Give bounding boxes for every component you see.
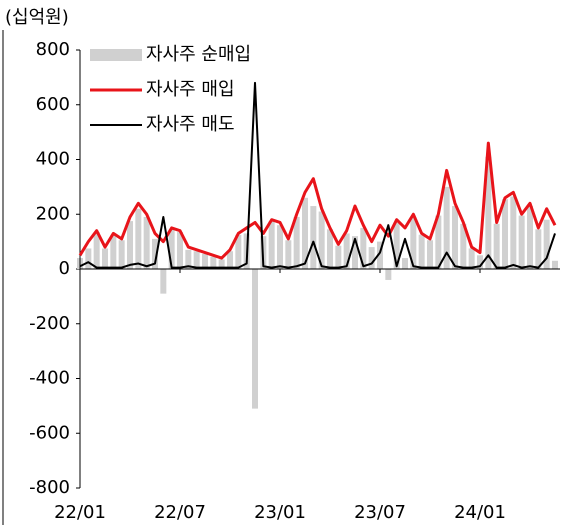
bar bbox=[85, 248, 92, 269]
bar bbox=[252, 269, 258, 409]
bar bbox=[93, 232, 100, 269]
bar bbox=[410, 216, 417, 269]
x-tick-label: 23/07 bbox=[354, 502, 406, 523]
bar bbox=[402, 258, 408, 269]
bar bbox=[443, 186, 450, 269]
bar bbox=[352, 236, 358, 269]
legend-swatch bbox=[90, 49, 142, 61]
bar bbox=[510, 196, 517, 269]
bar bbox=[368, 247, 375, 269]
y-tick-label: 800 bbox=[36, 39, 70, 60]
bar bbox=[152, 238, 158, 269]
bar bbox=[502, 199, 508, 269]
bar bbox=[418, 234, 425, 269]
bar bbox=[127, 221, 133, 269]
legend-label: 자사주 매도 bbox=[146, 114, 235, 135]
bar bbox=[527, 206, 533, 269]
bar bbox=[427, 240, 433, 269]
bar bbox=[293, 216, 300, 269]
bar bbox=[460, 223, 467, 269]
bar bbox=[468, 248, 475, 269]
bar bbox=[168, 229, 175, 269]
bar bbox=[160, 269, 167, 294]
unit-label: (십억원) bbox=[5, 7, 69, 28]
y-tick-label: -400 bbox=[29, 368, 70, 389]
bar bbox=[135, 208, 142, 269]
bar bbox=[435, 215, 442, 269]
x-tick-label: 24/01 bbox=[454, 502, 506, 523]
y-tick-label: -800 bbox=[29, 477, 70, 498]
y-tick-label: 200 bbox=[36, 203, 70, 224]
legend-label: 자사주 매입 bbox=[146, 79, 235, 100]
y-tick-label: 400 bbox=[36, 149, 70, 170]
bar bbox=[202, 253, 208, 269]
y-tick-label: 600 bbox=[36, 94, 70, 115]
bar bbox=[310, 206, 317, 269]
bar bbox=[343, 233, 350, 269]
bar bbox=[493, 223, 500, 269]
bar bbox=[235, 234, 242, 269]
bar bbox=[268, 221, 275, 269]
bar bbox=[110, 234, 117, 269]
bar bbox=[543, 219, 550, 269]
y-tick-label: -600 bbox=[29, 422, 70, 443]
bar bbox=[210, 256, 217, 269]
x-tick-label: 22/07 bbox=[154, 502, 206, 523]
bar bbox=[360, 227, 367, 269]
bar bbox=[452, 206, 458, 269]
y-tick-label: -200 bbox=[29, 313, 70, 334]
bar bbox=[102, 248, 108, 269]
bar bbox=[143, 216, 150, 269]
bar bbox=[335, 245, 342, 269]
bar bbox=[177, 232, 183, 269]
bar bbox=[227, 251, 233, 269]
bar bbox=[185, 249, 192, 269]
bar bbox=[277, 225, 283, 269]
line bbox=[79, 81, 556, 269]
bar bbox=[318, 211, 325, 269]
bar bbox=[285, 240, 292, 269]
line bbox=[78, 141, 557, 260]
x-tick-label: 23/01 bbox=[254, 502, 306, 523]
y-tick-label: 0 bbox=[59, 258, 70, 279]
bar bbox=[552, 260, 558, 269]
bar bbox=[218, 259, 225, 269]
bar bbox=[477, 255, 483, 269]
bar bbox=[118, 240, 125, 269]
bar bbox=[302, 197, 308, 269]
bar bbox=[393, 222, 400, 269]
bar bbox=[535, 229, 542, 269]
bar bbox=[377, 241, 383, 269]
x-tick-label: 22/01 bbox=[54, 502, 106, 523]
legend-label: 자사주 순매입 bbox=[146, 44, 251, 65]
bar bbox=[518, 215, 525, 269]
bar bbox=[193, 251, 200, 269]
bar bbox=[485, 156, 492, 269]
bar bbox=[385, 269, 392, 280]
bar bbox=[327, 229, 333, 269]
